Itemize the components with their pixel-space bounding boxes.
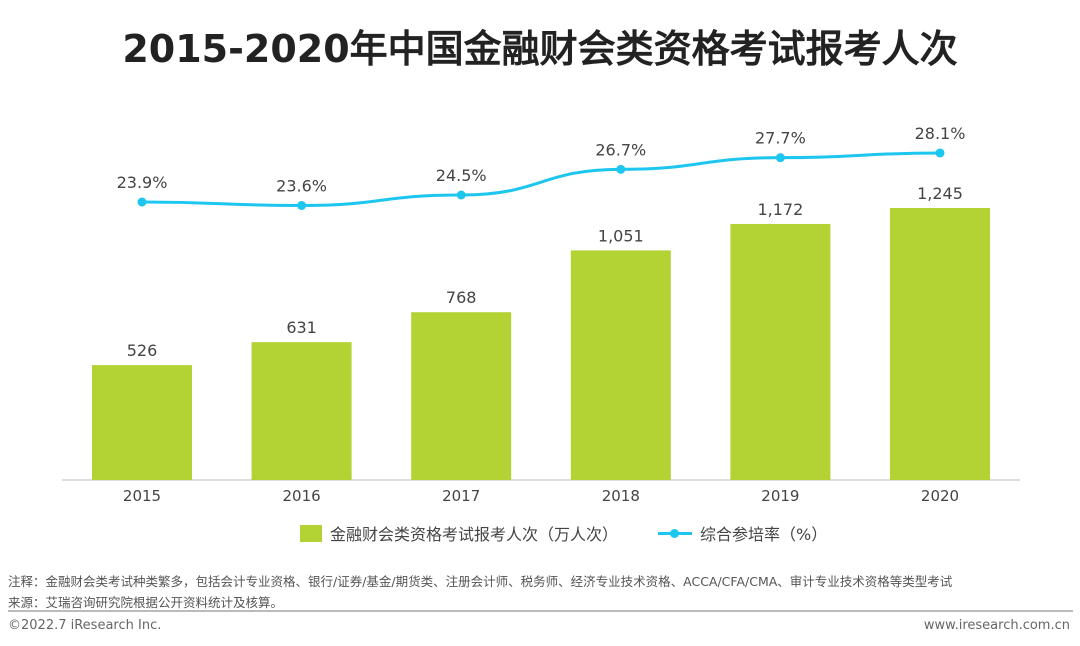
line-series (141, 151, 941, 208)
chart-title: 2015-2020年中国金融财会类资格考试报考人次 (122, 27, 958, 71)
bar-2015 (92, 365, 192, 480)
line-label-2016: 23.6% (276, 177, 327, 196)
line-point-2016 (297, 201, 307, 211)
bar-label-2020: 1,245 (917, 184, 963, 203)
legend-bar-label: 金融财会类资格考试报考人次（万人次） (330, 525, 619, 544)
line-label-2020: 28.1% (915, 124, 966, 143)
legend: 金融财会类资格考试报考人次（万人次） 综合参培率（%） (300, 521, 827, 545)
copyright: ©2022.7 iResearch Inc. (8, 618, 162, 633)
line-label-2019: 27.7% (755, 129, 806, 148)
line-label-2018: 26.7% (595, 140, 646, 159)
bar-label-2017: 768 (446, 288, 477, 307)
bar-2018 (570, 250, 671, 480)
x-tick-2018: 2018 (602, 487, 640, 505)
bar-2020 (890, 208, 990, 480)
legend-line-label: 综合参培率（%） (700, 525, 828, 544)
legend-line-dot (670, 528, 680, 538)
bar-label-2019: 1,172 (757, 200, 803, 219)
note-text: 注释：金融财会类考试种类繁多，包括会计专业资格、银行/证券/基金/期货类、注册会… (8, 574, 953, 589)
bar-2017 (411, 312, 512, 480)
bar-label-2015: 526 (127, 341, 158, 360)
bar-label-2016: 631 (286, 318, 317, 337)
x-tick-2015: 2015 (123, 487, 161, 505)
line-point-2017 (456, 190, 466, 200)
line-point-2015 (137, 197, 147, 207)
source-text: 来源：艾瑞咨询研究院根据公开资料统计及核算。 (8, 595, 284, 610)
bar-2016 (251, 342, 352, 480)
line-point-2018 (616, 164, 626, 174)
x-tick-2016: 2016 (283, 487, 321, 505)
legend-line-swatch (658, 528, 693, 538)
line-point-2019 (775, 153, 785, 163)
line-label-2017: 24.5% (436, 166, 487, 185)
bar-2019 (730, 223, 831, 480)
x-tick-2020: 2020 (921, 487, 959, 505)
bar-label-2018: 1,051 (598, 226, 644, 245)
line-point-2020 (935, 148, 945, 158)
divider (8, 610, 1073, 612)
website: www.iresearch.com.cn (923, 618, 1070, 633)
x-tick-2019: 2019 (761, 487, 799, 505)
x-tick-2017: 2017 (442, 487, 480, 505)
line-label-2015: 23.9% (117, 173, 168, 192)
legend-bar-swatch (300, 524, 322, 542)
